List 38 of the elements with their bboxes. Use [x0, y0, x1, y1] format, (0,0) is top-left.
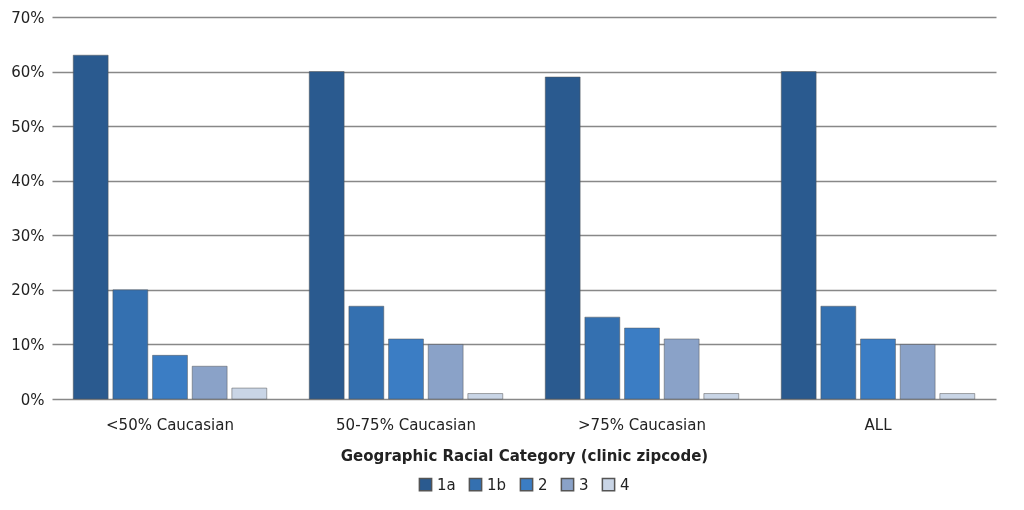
bar [308, 71, 345, 400]
legend-label: 1a [437, 475, 456, 494]
x-tick-label: <50% Caucasian [106, 415, 234, 434]
bar [899, 344, 936, 400]
bar [584, 316, 621, 400]
legend-label: 4 [620, 475, 630, 494]
x-tick-label: >75% Caucasian [578, 415, 706, 434]
bar [544, 76, 581, 400]
legend-label: 2 [538, 475, 548, 494]
bar [780, 71, 817, 400]
y-tick-label: 0% [20, 390, 45, 409]
y-tick-label: 20% [11, 281, 45, 300]
x-tick-label: ALL [864, 415, 893, 434]
bar [191, 366, 228, 400]
x-axis-title: Geographic Racial Category (clinic zipcode) [340, 446, 709, 465]
bar [427, 344, 464, 400]
bar [939, 393, 976, 400]
bar [467, 393, 504, 400]
bar [663, 338, 700, 400]
y-tick-label: 70% [11, 8, 45, 27]
bar [820, 305, 857, 400]
bar [860, 338, 896, 400]
bar [348, 305, 385, 400]
y-tick-label: 30% [11, 226, 45, 245]
legend-label: 3 [579, 475, 589, 494]
y-tick-label: 60% [11, 63, 45, 82]
y-tick-label: 10% [11, 335, 45, 354]
bar [72, 54, 109, 400]
y-tick-label: 50% [11, 117, 45, 136]
bar [624, 327, 660, 400]
legend-label: 1b [487, 475, 507, 494]
x-tick-label: 50-75% Caucasian [336, 415, 476, 434]
bar [703, 393, 740, 400]
bar [231, 387, 268, 400]
bar [388, 338, 424, 400]
bar [152, 355, 188, 400]
bar [112, 289, 149, 400]
y-tick-label: 40% [11, 172, 45, 191]
